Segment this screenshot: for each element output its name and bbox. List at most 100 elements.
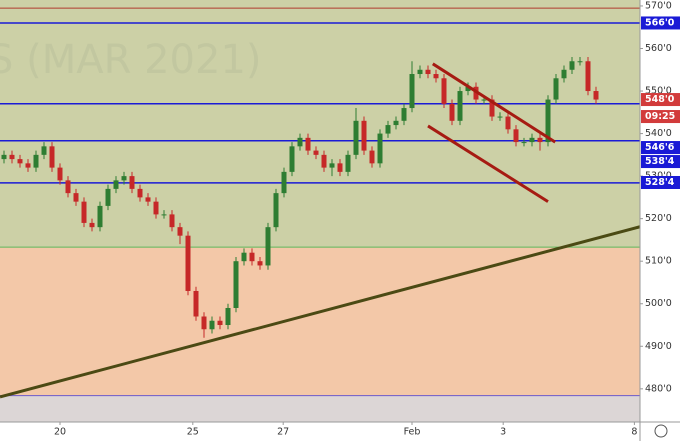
candle-body	[569, 61, 575, 70]
zone	[0, 395, 640, 422]
candle-body	[73, 193, 79, 202]
candle-body	[585, 61, 591, 92]
candle-body	[465, 86, 471, 92]
candle-body	[305, 137, 311, 151]
price-label: 528'4	[645, 177, 675, 188]
x-tick-label: Feb	[404, 427, 421, 438]
trend-line	[431, 62, 557, 144]
candle-body	[57, 167, 63, 181]
candle-body	[89, 222, 95, 228]
candle-body	[577, 61, 583, 63]
y-tick-label: 560'0	[645, 43, 672, 54]
time-axis-bg	[0, 422, 680, 441]
watermark: S (MAR 2021)	[0, 37, 262, 83]
candle-body	[481, 99, 487, 101]
candle-body	[529, 137, 535, 143]
candle-body	[361, 120, 367, 151]
y-tick-label: 540'0	[645, 128, 672, 139]
candle-body	[393, 120, 399, 126]
price-label-box	[641, 93, 680, 107]
candle-body	[33, 154, 39, 168]
price-label: 548'0	[645, 94, 675, 105]
candle-body	[377, 133, 383, 164]
zone	[0, 247, 640, 396]
countdown: 09:25	[645, 111, 675, 122]
candle-body	[273, 193, 279, 228]
candle-body	[553, 78, 559, 100]
candle-body	[497, 116, 503, 118]
candle-body	[9, 154, 15, 160]
candle-body	[217, 320, 223, 326]
candle-body	[193, 290, 199, 317]
candle-body	[409, 74, 415, 109]
candle-body	[113, 180, 119, 189]
candle-body	[225, 307, 231, 326]
candle-body	[513, 129, 519, 143]
candle-body	[369, 150, 375, 164]
candle-body	[65, 180, 71, 194]
x-tick-label: 25	[187, 427, 199, 438]
y-tick-label: 490'0	[645, 341, 672, 352]
price-label-box	[641, 16, 680, 30]
candle-body	[449, 103, 455, 121]
price-label: 546'6	[645, 142, 675, 153]
plot-area: S (MAR 2021)	[0, 0, 641, 422]
candle-body	[561, 69, 567, 79]
x-tick-label: 8	[631, 427, 637, 438]
candle-body	[25, 163, 31, 168]
candle-body	[385, 125, 391, 134]
candle-body	[313, 150, 319, 155]
candle-body	[321, 154, 327, 168]
candle-body	[105, 188, 111, 206]
y-tick-label: 510'0	[645, 256, 672, 267]
candle-body	[521, 142, 527, 144]
candle-body	[489, 99, 495, 117]
trend-line	[427, 124, 549, 203]
candle-body	[249, 252, 255, 262]
candle-body	[177, 227, 183, 236]
candle-body	[329, 163, 335, 168]
price-axis-bg	[640, 0, 680, 441]
candle-body	[153, 201, 159, 215]
y-tick-label: 480'0	[645, 383, 672, 394]
candle-body	[97, 205, 103, 228]
candle-body	[265, 227, 271, 266]
candle-body	[233, 261, 239, 308]
candle-body	[433, 74, 439, 79]
settings-icon[interactable]	[654, 424, 668, 438]
price-label-box	[641, 155, 680, 169]
x-tick-label: 3	[500, 427, 506, 438]
y-tick-label: 570'0	[645, 0, 672, 11]
candle-body	[337, 163, 343, 172]
candle-body	[209, 320, 215, 330]
price-label: 566'0	[645, 17, 675, 28]
x-tick-label: 20	[54, 427, 66, 438]
candle-body	[401, 108, 407, 121]
candle-body	[281, 171, 287, 194]
candle-body	[201, 316, 207, 330]
candle-body	[425, 69, 431, 75]
candle-body	[505, 116, 511, 130]
candle-body	[441, 78, 447, 104]
countdown-box	[641, 110, 680, 124]
price-label-box	[641, 141, 680, 155]
candle-body	[417, 69, 423, 75]
zone	[0, 0, 640, 248]
candle-body	[169, 214, 175, 228]
candle-body	[257, 261, 263, 266]
price-label: 538'4	[645, 156, 675, 167]
candle-body	[289, 146, 295, 172]
candle-body	[457, 91, 463, 121]
trend-line	[0, 225, 641, 399]
candle-body	[537, 137, 543, 143]
price-label-box	[641, 175, 680, 189]
candle-body	[145, 197, 151, 202]
candle-body	[137, 188, 143, 198]
candle-body	[593, 91, 599, 100]
candle-body	[49, 146, 55, 168]
y-tick-label: 520'0	[645, 213, 672, 224]
candle-body	[41, 146, 47, 155]
candle-body	[1, 154, 7, 160]
candle-body	[121, 176, 127, 181]
y-tick-label: 500'0	[645, 298, 672, 309]
